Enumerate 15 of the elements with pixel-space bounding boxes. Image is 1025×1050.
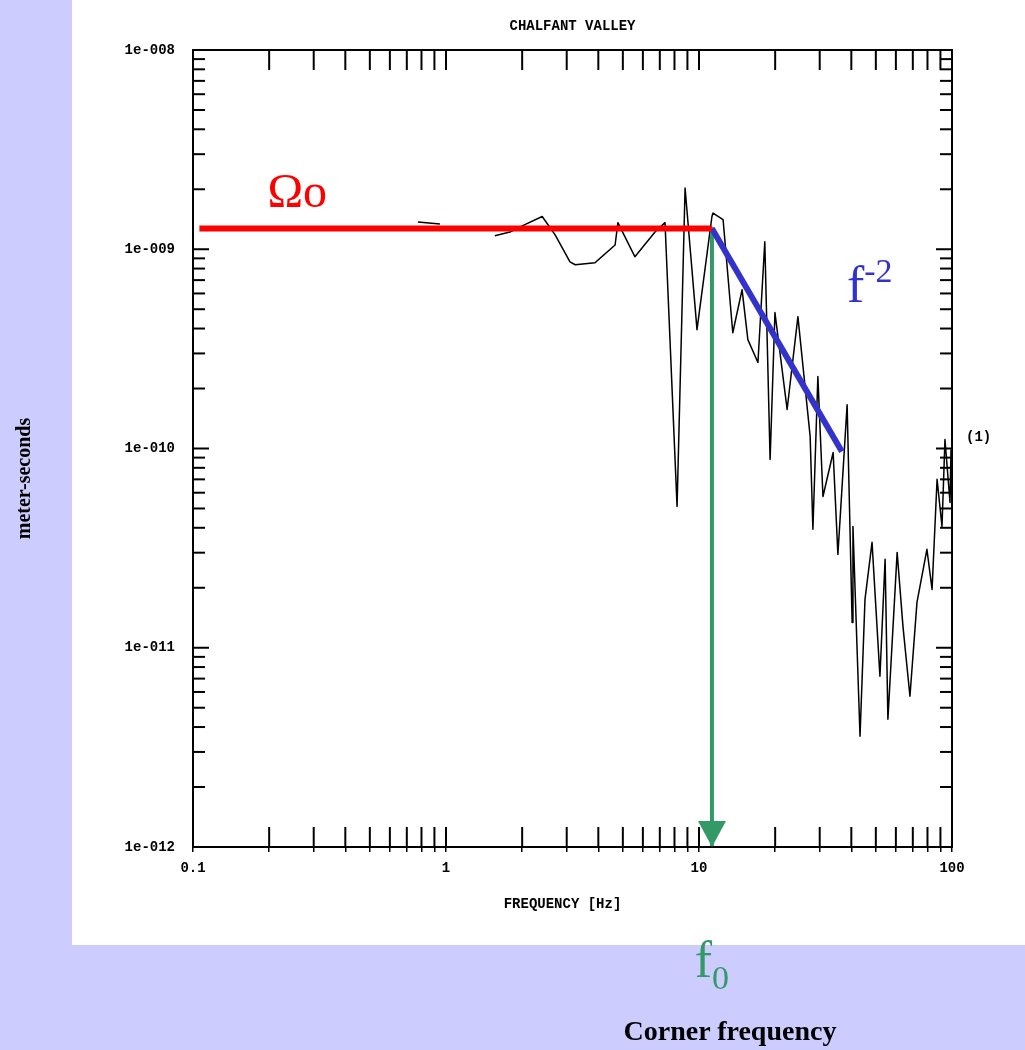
x-tick-label: 100 — [939, 859, 965, 876]
text: (1) — [966, 428, 992, 445]
chart-title: CHALFANT VALLEY — [509, 18, 637, 34]
series-label: Ωo — [267, 163, 328, 217]
x-tick-label: 10 — [690, 859, 708, 876]
x-tick-label: 1 — [441, 859, 451, 876]
y-tick-label: 1e-009 — [124, 240, 175, 257]
y-tick-label: 1e-012 — [124, 838, 175, 855]
y-tick-label: 1e-011 — [124, 639, 175, 656]
y-axis-title: meter-seconds — [12, 417, 34, 540]
y-tick-label: 1e-008 — [124, 41, 175, 58]
x-tick-label: 0.1 — [180, 859, 206, 876]
y-tick-label: 1e-010 — [124, 440, 175, 457]
text: Corner frequency — [623, 1015, 837, 1046]
x-axis-title: FREQUENCY [Hz] — [503, 896, 622, 912]
